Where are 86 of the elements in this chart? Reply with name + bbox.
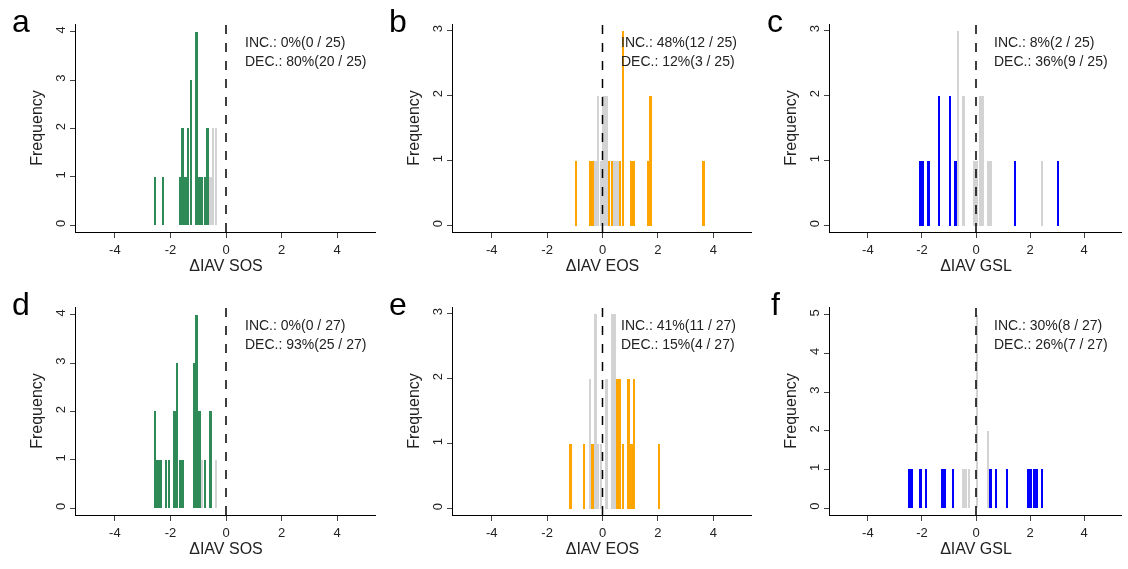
y-tick-label: 1 (52, 171, 68, 179)
y-tick-label: 3 (52, 74, 68, 82)
y-tick-label: 2 (806, 425, 822, 433)
annotation: INC.: 41%(11 / 27) (621, 317, 736, 333)
y-tick-label: 4 (806, 347, 822, 356)
y-tick-label: 4 (52, 309, 68, 317)
x-tick-label: -2 (916, 524, 928, 540)
y-tick-label: 0 (429, 219, 445, 228)
y-tick-label: 1 (806, 463, 822, 472)
annotation: DEC.: 26%(7 / 27) (994, 336, 1108, 352)
x-tick-label: -2 (541, 241, 553, 257)
x-tick-label: -2 (164, 524, 177, 540)
y-tick-label: 0 (806, 219, 822, 228)
x-tick-label: 0 (598, 241, 607, 257)
x-tick-label: 4 (709, 524, 717, 540)
x-tick-label: -4 (109, 524, 121, 540)
annotation: INC.: 8%(2 / 25) (994, 34, 1095, 50)
x-tick-label: -2 (164, 241, 177, 257)
y-axis-title: Frequency (781, 90, 799, 166)
chart-title: e (389, 286, 407, 322)
y-tick-label: 3 (429, 24, 445, 33)
y-tick-label: 5 (806, 309, 822, 317)
x-tick-label: 4 (709, 241, 717, 257)
y-tick-label: 2 (429, 89, 445, 98)
y-axis-title: Frequency (781, 373, 799, 449)
x-tick-label: -2 (916, 241, 928, 257)
x-tick-label: 4 (1080, 524, 1088, 540)
x-axis-title: ΔIAV SOS (189, 257, 263, 275)
x-tick-label: -4 (109, 241, 121, 257)
x-tick-label: 2 (1026, 241, 1034, 257)
annotation: INC.: 0%(0 / 27) (245, 317, 346, 333)
annotation: DEC.: 93%(25 / 27) (245, 336, 367, 352)
x-tick-label: -4 (485, 524, 498, 540)
annotation: INC.: 0%(0 / 25) (245, 34, 346, 50)
x-axis-title: ΔIAV EOS (565, 257, 640, 275)
x-tick-label: 0 (222, 241, 230, 257)
x-tick-label: -4 (485, 241, 498, 257)
y-tick-label: 3 (52, 357, 68, 365)
x-tick-label: -4 (862, 241, 874, 257)
y-tick-label: 1 (52, 454, 68, 462)
annotation: DEC.: 80%(20 / 25) (245, 53, 367, 69)
x-tick-label: 0 (972, 524, 980, 540)
y-tick-label: 2 (52, 122, 68, 131)
y-tick-label: 3 (806, 24, 822, 33)
x-tick-label: -4 (862, 524, 874, 540)
x-axis-title: ΔIAV GSL (940, 257, 1012, 275)
y-tick-label: 1 (429, 437, 445, 446)
chart-title: f (771, 286, 780, 322)
x-tick-label: 4 (333, 524, 341, 540)
x-tick-label: 0 (222, 524, 230, 540)
y-axis-title: Frequency (404, 90, 422, 166)
annotation: DEC.: 15%(4 / 27) (621, 336, 735, 352)
x-tick-label: 2 (654, 524, 662, 540)
y-axis-title: Frequency (27, 373, 45, 449)
x-tick-label: 0 (972, 241, 980, 257)
x-tick-label: 2 (654, 241, 662, 257)
x-tick-label: 2 (277, 241, 286, 257)
y-tick-label: 0 (52, 219, 68, 227)
chart-title: c (767, 3, 783, 39)
x-tick-label: 4 (333, 241, 341, 257)
y-tick-label: 0 (52, 502, 68, 510)
chart-title: d (12, 286, 30, 322)
y-tick-label: 0 (429, 502, 445, 511)
x-tick-label: -2 (541, 524, 553, 540)
y-tick-label: 2 (806, 89, 822, 98)
x-axis-title: ΔIAV EOS (565, 540, 640, 558)
annotation: INC.: 30%(8 / 27) (994, 317, 1103, 333)
x-tick-label: 2 (277, 524, 286, 540)
x-tick-label: 2 (1026, 524, 1034, 540)
y-tick-label: 4 (52, 26, 68, 34)
x-axis-title: ΔIAV SOS (189, 540, 263, 558)
y-tick-label: 1 (429, 154, 445, 163)
x-tick-label: 0 (598, 524, 607, 540)
x-tick-label: 4 (1080, 241, 1088, 257)
chart-title: a (12, 3, 30, 39)
y-tick-label: 2 (429, 372, 445, 381)
annotation: DEC.: 36%(9 / 25) (994, 53, 1108, 69)
x-axis-title: ΔIAV GSL (940, 540, 1012, 558)
y-tick-label: 0 (806, 502, 822, 510)
y-axis-title: Frequency (404, 373, 422, 449)
y-tick-label: 3 (429, 307, 445, 316)
y-axis-title: Frequency (27, 90, 45, 166)
chart-title: b (389, 3, 407, 39)
y-tick-label: 3 (806, 386, 822, 394)
y-tick-label: 1 (806, 154, 822, 163)
y-tick-label: 2 (52, 405, 68, 414)
